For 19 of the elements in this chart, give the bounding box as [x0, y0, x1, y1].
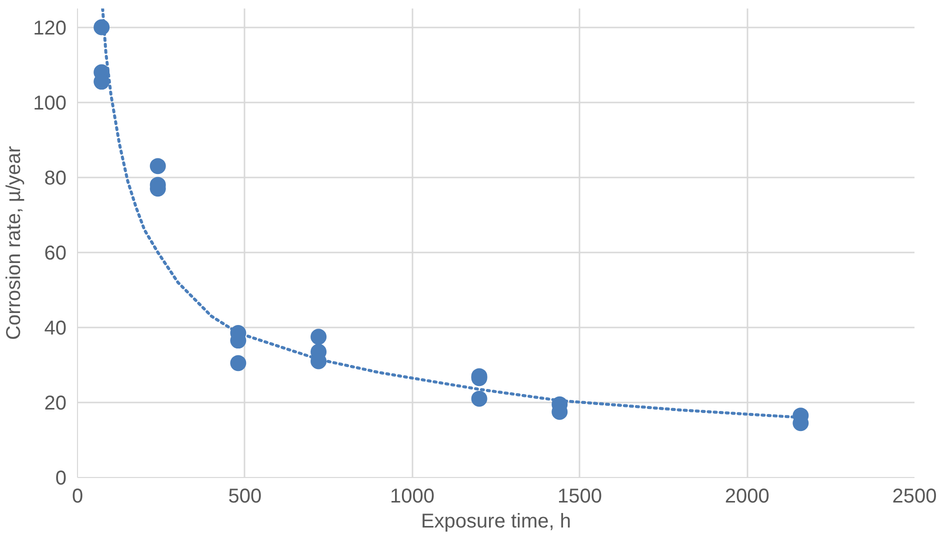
y-tick-label: 120 [33, 17, 67, 40]
y-tick-label: 60 [44, 242, 67, 264]
point [230, 355, 246, 372]
x-axis-title: Exposure time, h [420, 510, 572, 532]
point [150, 158, 166, 174]
y-tick-label: 80 [44, 167, 67, 190]
point [471, 390, 488, 407]
x-tick-label: 1500 [557, 486, 602, 508]
y-axis-title: Corrosion rate, µ/year [3, 146, 26, 340]
x-tick-label: 2000 [724, 486, 770, 508]
point [310, 328, 327, 345]
y-tick-label: 40 [44, 317, 67, 340]
x-tick-label: 2500 [892, 486, 937, 508]
y-tick-label: 20 [44, 392, 67, 414]
x-tick-label: 1000 [390, 486, 435, 508]
x-tick-label: 0 [72, 486, 84, 508]
y-tick-label: 0 [55, 468, 66, 490]
y-tick-label: 100 [33, 92, 67, 114]
x-tick-label: 500 [228, 486, 262, 508]
